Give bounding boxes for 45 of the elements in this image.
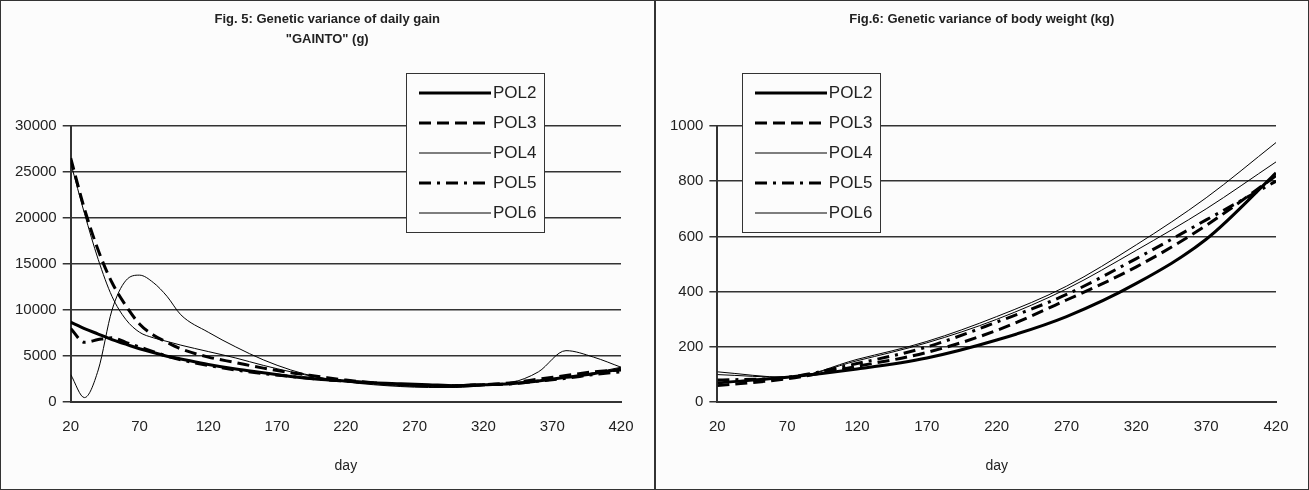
x-tick-label: 170 xyxy=(913,417,939,435)
y-tick-label: 0 xyxy=(48,392,57,410)
x-tick-label: 120 xyxy=(844,417,870,435)
x-tick-label: 370 xyxy=(539,417,565,435)
legend-label: POL2 xyxy=(493,83,537,103)
y-tick-label: 400 xyxy=(677,281,703,299)
y-tick-label: 25000 xyxy=(14,162,57,180)
y-tick-label: 10000 xyxy=(14,300,57,318)
x-tick-label: 220 xyxy=(333,417,359,435)
x-tick-label: 70 xyxy=(131,417,148,435)
y-tick-label: 600 xyxy=(677,226,703,244)
y-tick-label: 15000 xyxy=(14,254,57,272)
x-axis-title: day xyxy=(984,457,1008,474)
y-tick-label: 1000 xyxy=(669,116,703,134)
y-tick-label: 30000 xyxy=(14,116,57,134)
x-tick-label: 270 xyxy=(1053,417,1079,435)
x-tick-label: 420 xyxy=(608,417,634,435)
legend-label: POL3 xyxy=(828,113,873,133)
y-tick-label: 0 xyxy=(694,392,703,410)
y-tick-label: 20000 xyxy=(14,208,57,226)
y-tick-label: 200 xyxy=(677,337,703,355)
legend-label: POL5 xyxy=(828,173,873,193)
x-tick-label: 320 xyxy=(1123,417,1149,435)
x-tick-label: 170 xyxy=(264,417,290,435)
x-axis-title: day xyxy=(334,457,358,474)
x-tick-label: 270 xyxy=(402,417,428,435)
x-tick-label: 70 xyxy=(778,417,796,435)
y-tick-label: 5000 xyxy=(23,346,57,364)
x-tick-label: 420 xyxy=(1262,417,1289,435)
x-tick-label: 320 xyxy=(470,417,496,435)
legend-label: POL4 xyxy=(828,143,873,163)
legend-label: POL6 xyxy=(828,203,873,223)
x-tick-label: 20 xyxy=(62,417,80,435)
x-tick-label: 120 xyxy=(195,417,221,435)
chart-title: Fig.6: Genetic variance of body weight (kg) xyxy=(848,10,1116,28)
chart-title: Fig. 5: Genetic variance of daily gain "GAINTO" (g) xyxy=(213,10,441,48)
legend-label: POL3 xyxy=(493,113,537,133)
legend-label: POL5 xyxy=(493,173,537,193)
x-tick-label: 370 xyxy=(1193,417,1219,435)
legend-label: POL2 xyxy=(828,83,873,103)
x-tick-label: 220 xyxy=(983,417,1009,435)
x-tick-label: 20 xyxy=(708,417,726,435)
y-tick-label: 800 xyxy=(677,171,703,189)
legend-label: POL4 xyxy=(493,143,537,163)
legend-label: POL6 xyxy=(493,203,537,223)
